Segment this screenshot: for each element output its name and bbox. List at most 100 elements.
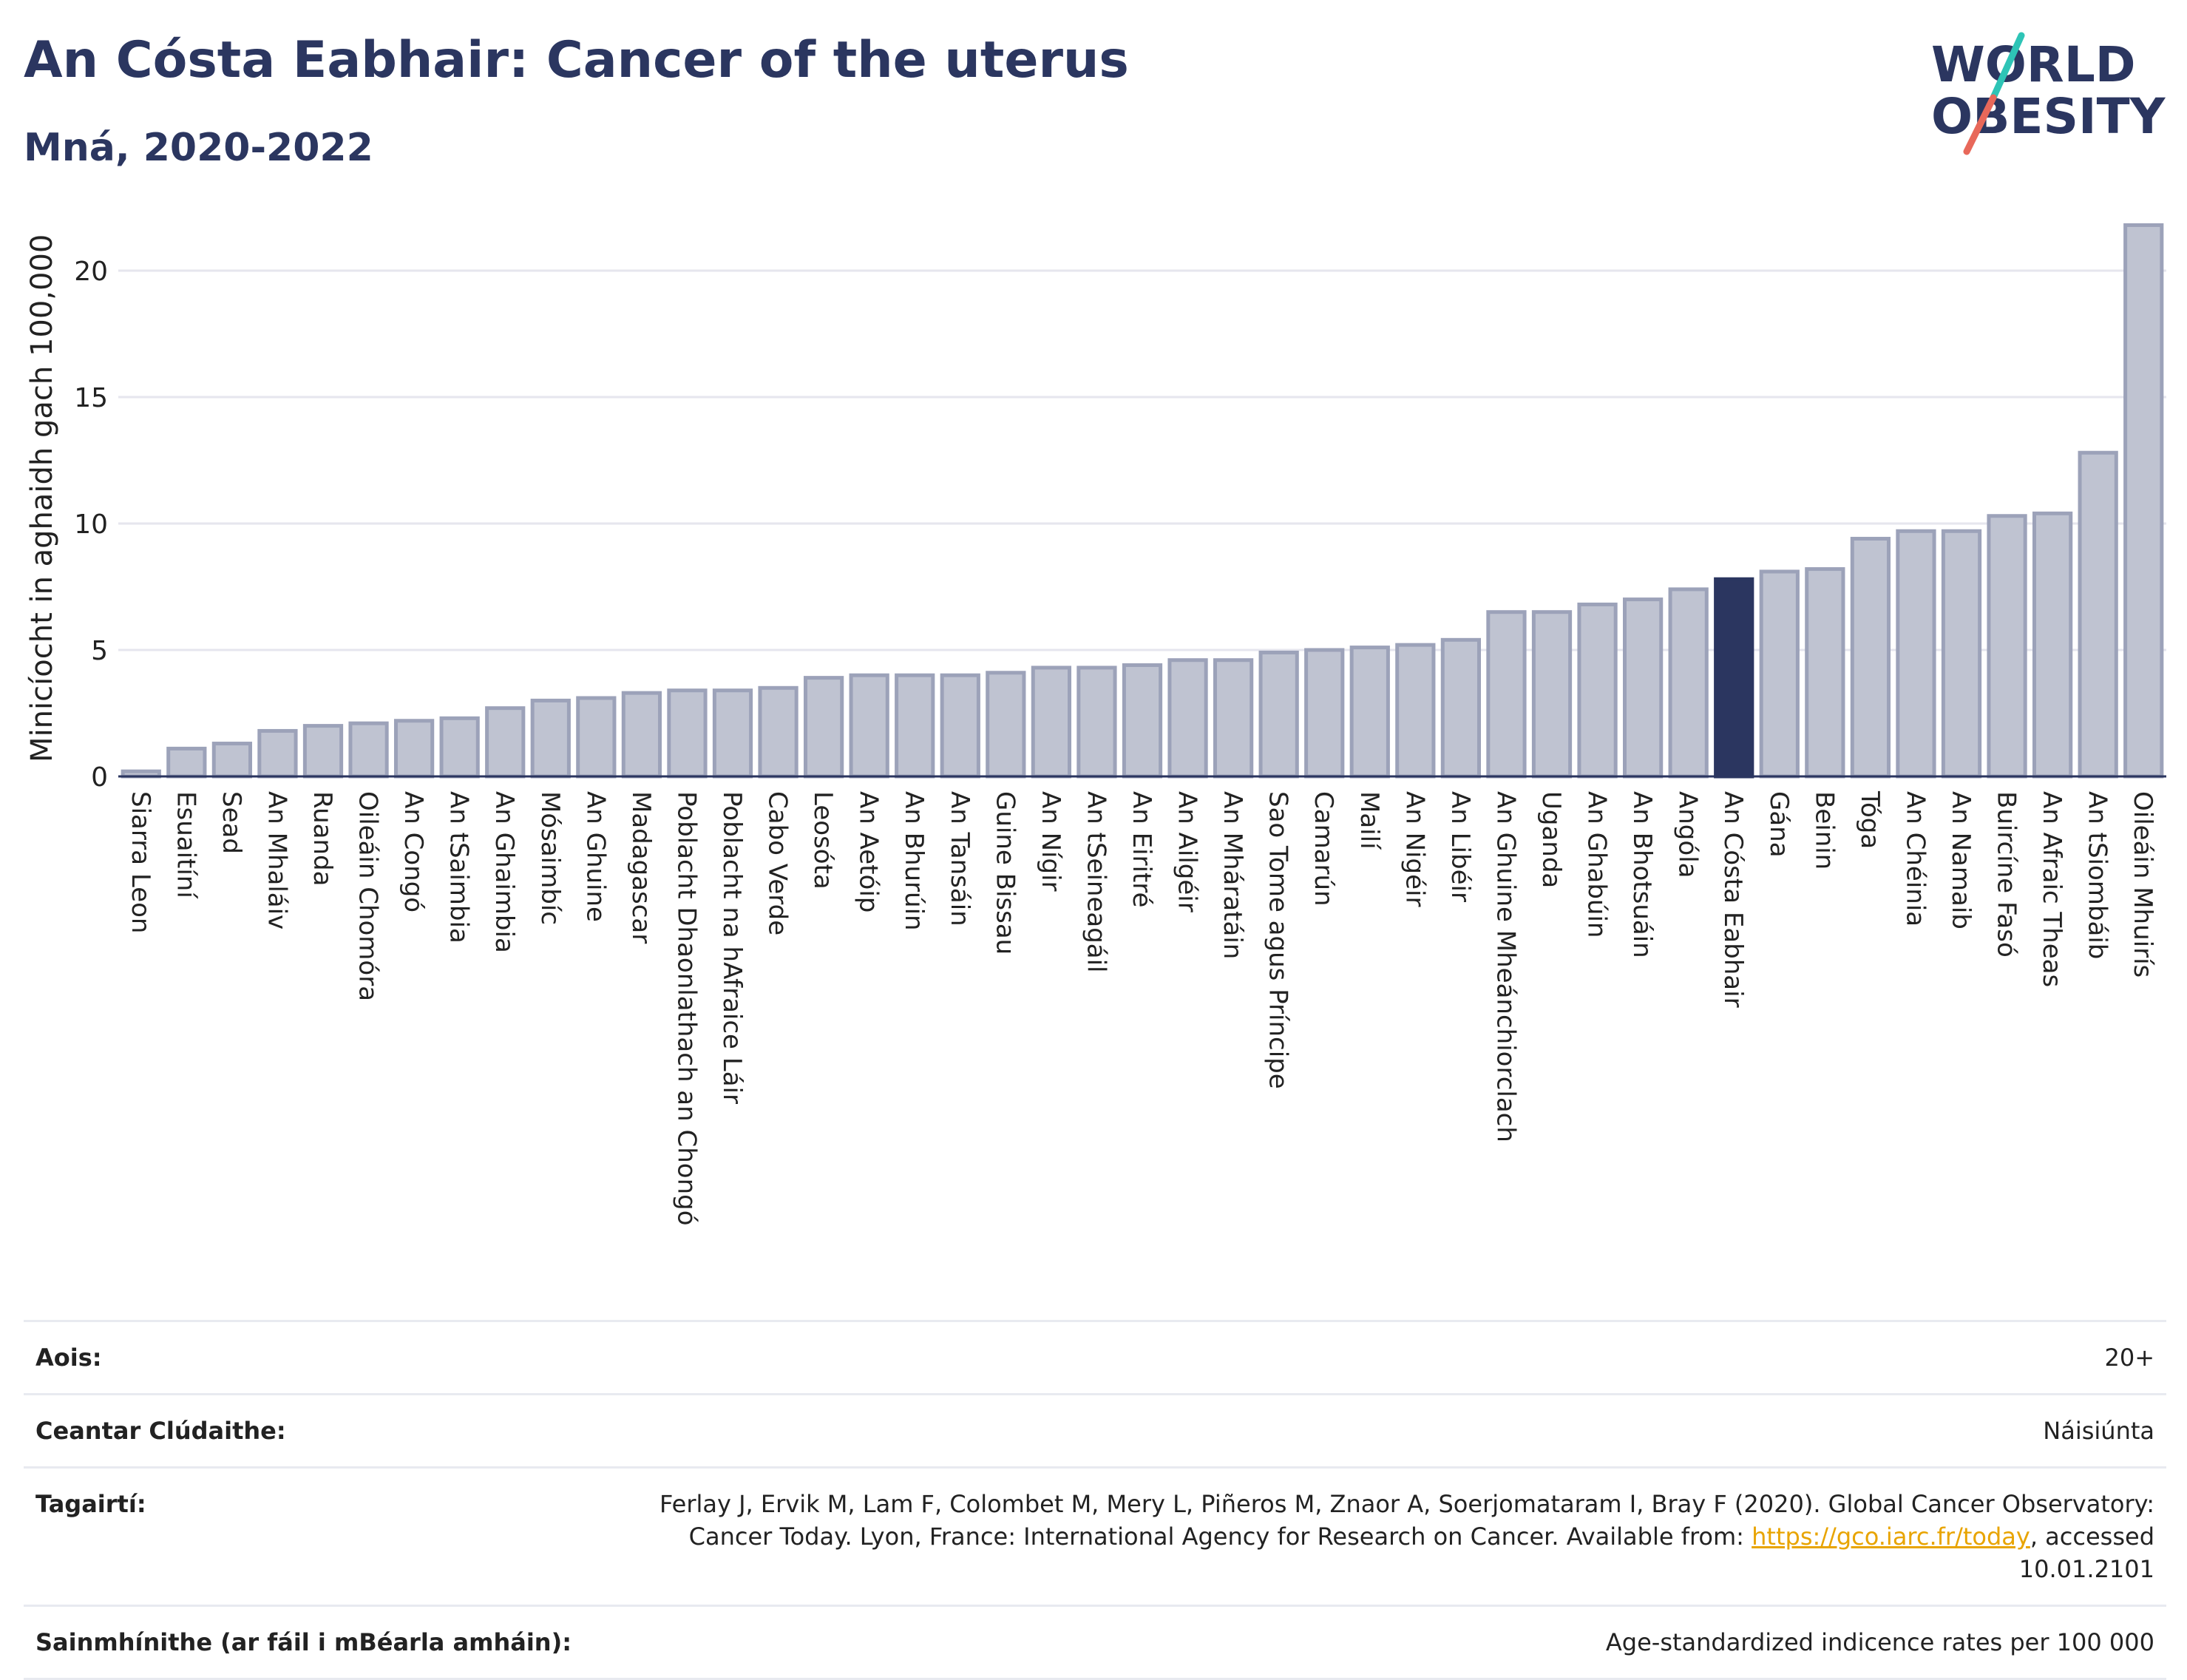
bar: [1031, 665, 1072, 779]
references-link[interactable]: https://gco.iarc.fr/today: [1752, 1522, 2030, 1551]
category-label: Mailí: [1354, 791, 1384, 850]
bar: [758, 685, 798, 779]
y-tick-labels: 0 5 10 15 20: [74, 257, 108, 793]
category-label: An Ghaimbia: [489, 791, 519, 953]
bar: [1622, 597, 1664, 779]
category-label: Poblacht na hAfraice Láir: [717, 791, 747, 1104]
category-label: Buircíne Fasó: [1992, 791, 2021, 958]
bar: [849, 673, 889, 779]
metadata-table: Aois: 20+ Ceantar Clúdaithe: Náisiúnta T…: [24, 1320, 2166, 1680]
y-tick-label: 15: [74, 383, 108, 413]
category-label: Camarún: [1309, 791, 1338, 907]
category-label: Cabo Verde: [763, 791, 793, 935]
bar: [2078, 450, 2118, 779]
bar: [393, 719, 435, 779]
category-label: Tóga: [1855, 790, 1885, 849]
bar: [1714, 577, 1754, 779]
bar: [1531, 610, 1573, 779]
category-label: An Nígir: [1036, 791, 1065, 892]
references-label: Tagairtí:: [35, 1490, 146, 1518]
bar: [1167, 658, 1208, 779]
category-labels: Siarra Leon Esuaitíní Sead An Mhaláiv Ruanda…: [126, 790, 2157, 1226]
definitions-value: Age-standardized indicence rates per 100…: [1605, 1628, 2154, 1656]
world-obesity-logo: WORLD OBESITY: [1931, 32, 2166, 155]
bar: [485, 706, 526, 779]
category-label: Beinin: [1809, 791, 1839, 870]
meta-row-references: Tagairtí: Ferlay J, Ervik M, Lam F, Colo…: [24, 1466, 2166, 1605]
bar: [166, 746, 207, 779]
bar: [1759, 569, 1800, 779]
bar: [211, 742, 253, 779]
meta-row-area: Ceantar Clúdaithe: Náisiúnta: [24, 1393, 2166, 1466]
category-label: Gána: [1764, 791, 1794, 858]
bar: [302, 724, 344, 779]
bar: [1941, 529, 1982, 779]
bar: [1395, 643, 1436, 779]
bar: [1258, 650, 1299, 779]
category-label: An tSiombáib: [2083, 791, 2112, 959]
category-label: An Namaib: [1946, 791, 1976, 929]
grid-lines: [118, 269, 2166, 651]
category-label: An Aetóip: [854, 791, 884, 912]
category-label: An tSeineagáil: [1081, 791, 1111, 973]
logo-line2: OBESITY: [1931, 88, 2166, 145]
bar: [1577, 602, 1618, 779]
category-label: An Bhurúin: [899, 791, 929, 931]
category-label: An Nigéir: [1400, 791, 1429, 907]
category-label: Uganda: [1536, 791, 1566, 888]
area-label: Ceantar Clúdaithe:: [35, 1417, 286, 1445]
meta-row-definitions: Sainmhínithe (ar fáil i mBéarla amháin):…: [24, 1605, 2166, 1680]
bar: [986, 671, 1026, 779]
category-label: Ruanda: [308, 791, 337, 886]
bar: [1122, 663, 1163, 779]
page-subtitle: Mná, 2020-2022: [24, 126, 373, 170]
bar: [1486, 610, 1527, 779]
category-label: An Tansáin: [945, 791, 974, 927]
bar: [667, 688, 708, 779]
y-axis-title: Minicíocht in aghaidh gach 100,000: [25, 234, 59, 762]
bar: [940, 673, 980, 779]
references-text: Ferlay J, Ervik M, Lam F, Colombet M, Me…: [660, 1490, 2154, 1551]
category-label: Esuaitíní: [171, 791, 200, 899]
category-label: Oileáin Mhuirís: [2128, 791, 2157, 978]
bar: [1304, 648, 1345, 779]
category-label: Poblacht Dhaonlathach an Chongó: [671, 791, 701, 1226]
category-label: Angóla: [1673, 791, 1703, 878]
bar: [1349, 646, 1390, 779]
category-label: Guine Bissau: [990, 791, 1020, 955]
category-label: An Eiritré: [1127, 791, 1156, 907]
bar: [1805, 567, 1845, 779]
category-label: An Congó: [399, 791, 428, 912]
bar: [621, 691, 662, 779]
category-label: Madagascar: [626, 791, 656, 944]
bar: [1668, 587, 1709, 779]
definitions-label: Sainmhínithe (ar fáil i mBéarla amháin):: [35, 1628, 572, 1656]
page-title: An Cósta Eabhair: Cancer of the uterus: [24, 31, 1129, 89]
y-tick-label: 10: [74, 509, 108, 540]
y-tick-label: 0: [91, 762, 108, 793]
category-label: Sao Tome agus Príncipe: [1264, 791, 1293, 1089]
bar: [1213, 658, 1254, 779]
bar: [1987, 514, 2027, 779]
category-label: Oileáin Chomóra: [353, 791, 383, 1001]
category-label: An Mháratáin: [1218, 791, 1247, 959]
bar: [803, 676, 844, 779]
age-value: 20+: [2104, 1344, 2154, 1372]
category-label: Leosóta: [808, 791, 838, 890]
bar: [439, 716, 480, 779]
bar: [1076, 665, 1117, 779]
logo-slash-red: [1963, 94, 1997, 155]
bar: [2032, 511, 2073, 779]
logo-slash-teal: [1990, 32, 2025, 101]
category-label: An Ghuine Mheánchiorclach: [1491, 791, 1520, 1142]
category-label: An Bhotsuáin: [1627, 791, 1657, 958]
category-label: An Ghabúin: [1582, 791, 1612, 938]
category-label: An Afraic Theas: [2037, 791, 2066, 987]
bar: [530, 698, 571, 779]
bar: [895, 673, 935, 779]
category-label: Mósaimbíc: [535, 791, 565, 925]
bar-chart: 0 5 10 15 20 Siarra Leon Esuaitíní Sead An Mhal…: [25, 223, 2166, 1226]
category-label: Sead: [217, 791, 246, 854]
category-label: An Ailgéir: [1173, 791, 1202, 912]
category-label: An Libéir: [1445, 791, 1475, 902]
